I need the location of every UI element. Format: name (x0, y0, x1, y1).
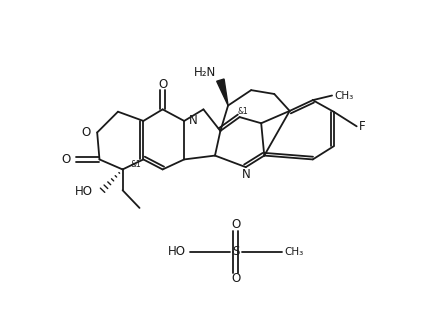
Text: O: O (62, 153, 71, 166)
Text: N: N (189, 115, 197, 128)
Text: O: O (231, 272, 240, 285)
Text: CH₃: CH₃ (335, 91, 353, 101)
Text: CH₃: CH₃ (284, 247, 304, 257)
Text: &1: &1 (130, 160, 141, 169)
Text: HO: HO (168, 245, 186, 258)
Text: S: S (232, 245, 240, 258)
Text: HO: HO (75, 185, 93, 198)
Text: O: O (231, 218, 240, 231)
Text: O: O (82, 126, 91, 139)
Polygon shape (217, 79, 228, 106)
Text: H₂N: H₂N (194, 66, 217, 79)
Text: O: O (158, 78, 167, 91)
Text: &1: &1 (237, 107, 248, 116)
Text: F: F (359, 120, 366, 133)
Text: N: N (241, 168, 250, 181)
